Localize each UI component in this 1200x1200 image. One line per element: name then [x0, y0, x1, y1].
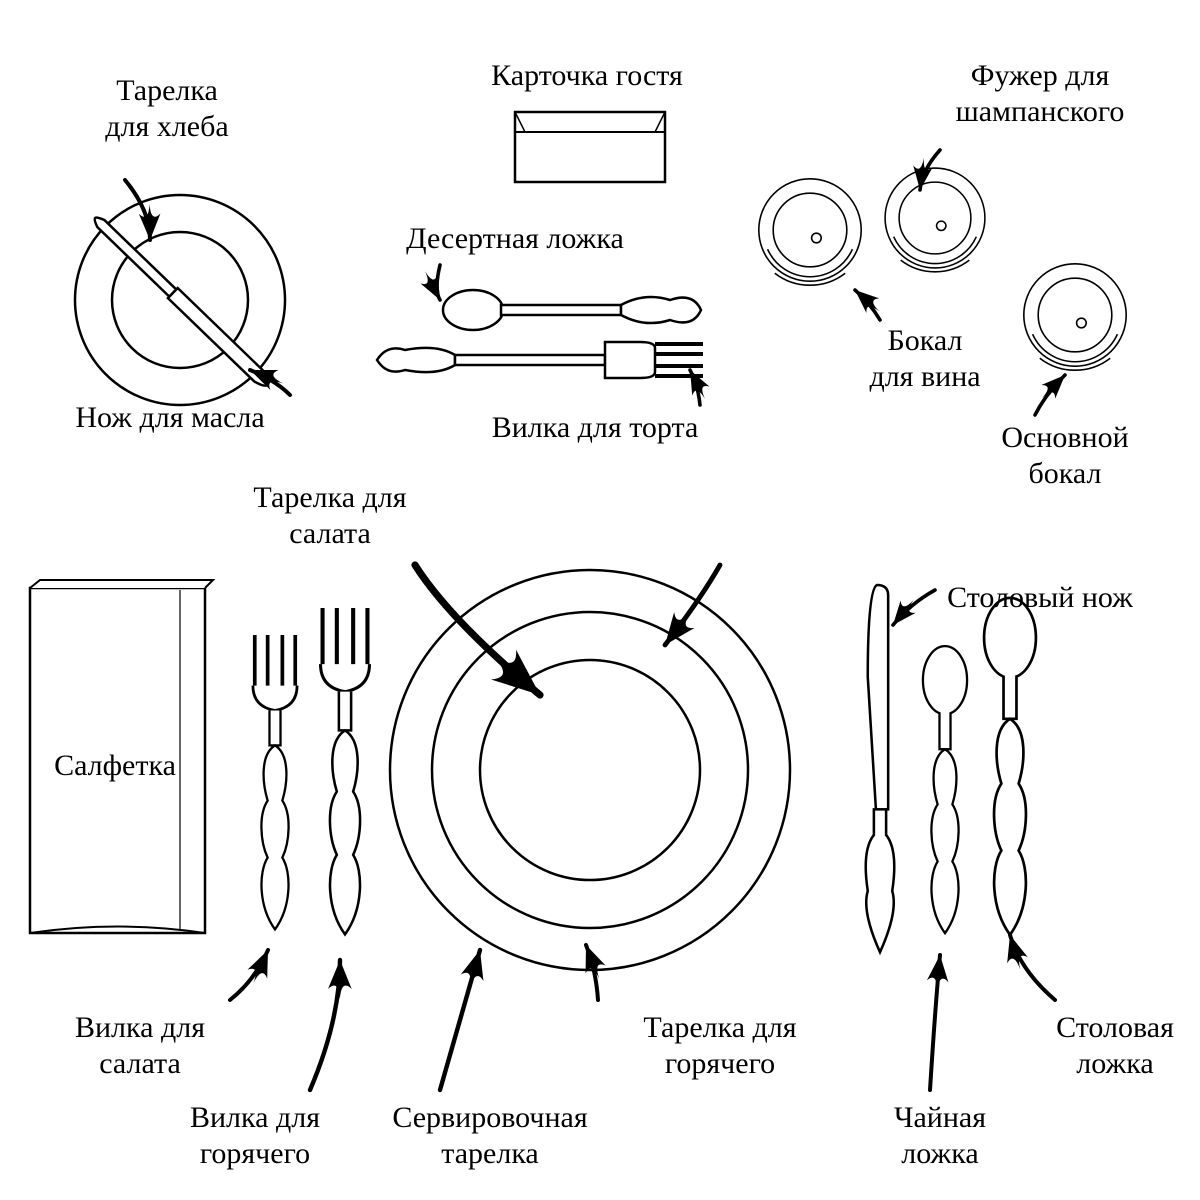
bread_plate-label: Тарелкадля хлеба — [105, 74, 228, 143]
butter_knife-label: Нож для масла — [75, 401, 264, 434]
dessert_spoon-label: Десертная ложка — [406, 222, 624, 255]
water-goblet-icon — [1024, 264, 1126, 370]
plate-stack-icon — [390, 570, 790, 970]
tea_spoon-label: Чайнаяложка — [894, 1101, 986, 1170]
dinner_knife-label: Столовый нож — [947, 581, 1133, 614]
arrow-to_tea_spoon — [926, 954, 951, 1090]
arrow-to_main_fork — [310, 960, 352, 1090]
arrow-to_salad_fork — [230, 946, 278, 1000]
arrow-to_champagne — [910, 150, 940, 191]
arrow-to_wine_glass — [849, 283, 886, 320]
salad_fork-label: Вилка длясалата — [75, 1011, 205, 1080]
arrow-to_service_plate — [440, 947, 491, 1090]
tea-spoon-icon — [923, 646, 967, 933]
cake-fork-icon — [377, 342, 703, 378]
hot_plate-label: Тарелка длягорячего — [643, 1011, 796, 1080]
main-fork-icon — [321, 608, 370, 934]
soup_spoon-label: Столоваяложка — [1056, 1011, 1174, 1080]
wine_glass-label: Бокалдля вина — [869, 324, 980, 393]
napkin-label: Салфетка — [54, 749, 176, 782]
main_fork-label: Вилка длягорячего — [190, 1101, 320, 1170]
dinner-knife-icon — [866, 585, 895, 952]
cake_fork-label: Вилка для торта — [492, 411, 699, 444]
champagne_flute-label: Фужер дляшампанского — [956, 59, 1125, 128]
arrow-to_dinner_knife — [885, 590, 935, 631]
guest_card-label: Карточка гостя — [491, 59, 683, 92]
champagne-flute-icon — [885, 168, 985, 272]
salad_plate-label: Тарелка длясалата — [253, 481, 406, 550]
service_plate-label: Сервировочнаятарелка — [392, 1101, 588, 1170]
arrow-to_soup_spoon — [1000, 932, 1055, 1000]
guest-card-icon — [515, 112, 665, 182]
table-setting-diagram: Тарелкадля хлеба Нож для масла Карточка го… — [0, 0, 1200, 1200]
arrow-to_water_goblet — [1035, 368, 1072, 415]
water_goblet-label: Основнойбокал — [1001, 421, 1128, 490]
salad-fork-icon — [253, 635, 297, 929]
arrow-to_dessert_spoon — [416, 265, 448, 304]
soup-spoon-icon — [984, 598, 1036, 935]
arrow-to_cake_fork — [681, 366, 713, 405]
dessert-spoon-icon — [443, 290, 701, 330]
wine-glass-icon — [759, 179, 861, 285]
